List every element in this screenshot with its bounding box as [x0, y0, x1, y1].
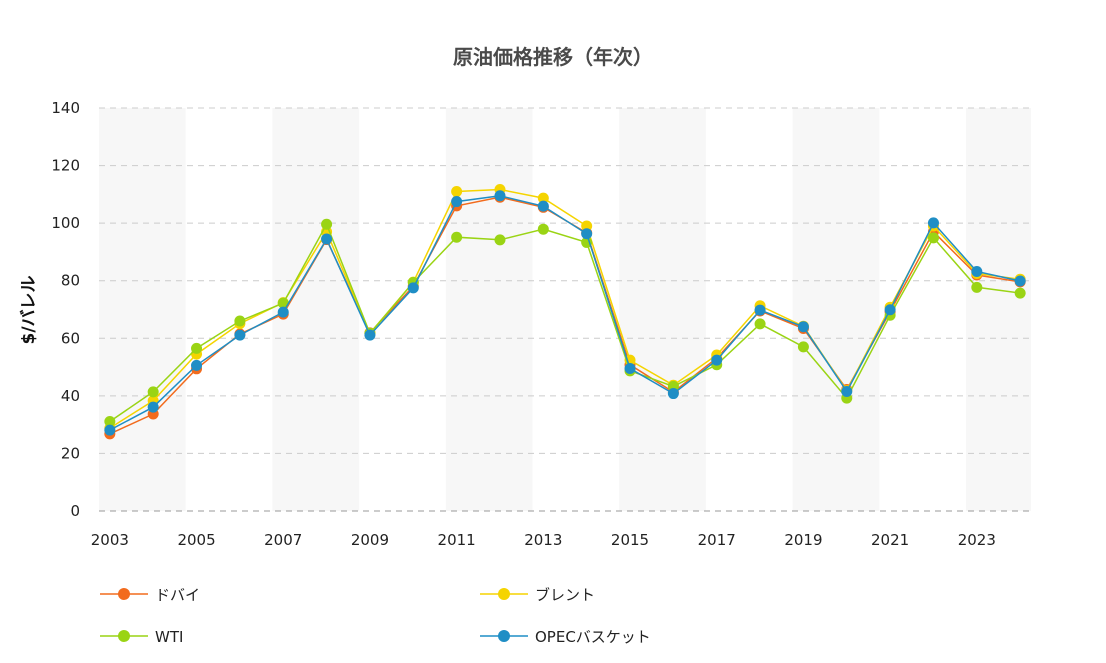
- x-tick-label: 2011: [438, 531, 476, 549]
- chart-title: 原油価格推移（年次）: [453, 45, 653, 69]
- data-point: [191, 359, 203, 371]
- background-band: [792, 108, 880, 511]
- y-axis-ticks: 0 20 40 60 80 100 120 140: [51, 99, 80, 520]
- series-line: [109, 196, 1021, 435]
- data-point: [754, 318, 766, 330]
- legend-marker: [498, 630, 510, 642]
- legend-marker: [498, 588, 510, 600]
- legend-label: ブレント: [535, 586, 595, 604]
- y-axis-label: $/バレル: [19, 275, 39, 344]
- data-point: [104, 424, 116, 436]
- y-tick-label: 0: [70, 502, 80, 520]
- data-point: [971, 266, 983, 278]
- x-tick-label: 2007: [264, 531, 302, 549]
- data-point: [711, 354, 723, 366]
- data-point: [277, 306, 289, 318]
- data-point: [277, 297, 289, 309]
- data-point: [667, 388, 679, 400]
- legend: ドバイ ブレント WTI OPECバスケット: [100, 586, 651, 646]
- data-point: [104, 415, 116, 427]
- y-tick-label: 80: [61, 272, 80, 290]
- background-bands: [99, 108, 1031, 511]
- data-point: [191, 342, 203, 354]
- data-point: [884, 304, 896, 316]
- legend-label: ドバイ: [155, 586, 200, 604]
- data-point: [537, 200, 549, 212]
- x-tick-label: 2019: [784, 531, 822, 549]
- series-line: [109, 188, 1021, 429]
- data-point: [537, 223, 549, 235]
- legend-marker: [118, 630, 130, 642]
- data-point: [451, 231, 463, 243]
- series-line: [109, 222, 1021, 423]
- x-tick-label: 2013: [524, 531, 562, 549]
- y-tick-label: 60: [61, 329, 80, 347]
- data-point: [927, 217, 939, 229]
- legend-item: ブレント: [480, 586, 595, 604]
- background-band: [445, 108, 533, 511]
- series-group: [104, 183, 1026, 440]
- data-point: [537, 192, 549, 204]
- x-tick-label: 2009: [351, 531, 389, 549]
- y-tick-label: 100: [51, 214, 80, 232]
- legend-item: WTI: [100, 628, 183, 646]
- data-point: [1014, 287, 1026, 299]
- x-tick-label: 2017: [698, 531, 736, 549]
- data-point: [581, 220, 593, 232]
- legend-marker: [118, 588, 130, 600]
- legend-label: WTI: [155, 628, 183, 646]
- background-band: [99, 108, 186, 511]
- x-tick-label: 2005: [177, 531, 215, 549]
- x-tick-label: 2021: [871, 531, 909, 549]
- data-point: [364, 329, 376, 341]
- data-point: [147, 386, 159, 398]
- data-point: [797, 321, 809, 333]
- background-band: [619, 108, 706, 511]
- grid-lines: [99, 107, 1031, 512]
- series-line: [109, 195, 1021, 431]
- background-band: [965, 108, 1031, 511]
- y-tick-label: 140: [51, 99, 80, 117]
- data-point: [581, 236, 593, 248]
- data-point: [797, 341, 809, 353]
- data-point: [754, 304, 766, 316]
- y-tick-label: 40: [61, 387, 80, 405]
- legend-item: OPECバスケット: [480, 628, 651, 646]
- data-point: [321, 233, 333, 245]
- x-axis-ticks: 2003 2005 2007 2009 2011 2013 2015 2017 2019 2021…: [91, 531, 996, 549]
- data-point: [407, 282, 419, 294]
- data-point: [147, 401, 159, 413]
- data-point: [927, 232, 939, 244]
- data-point: [1014, 275, 1026, 287]
- data-point: [234, 315, 246, 327]
- data-point: [841, 386, 853, 398]
- y-tick-label: 20: [61, 444, 80, 462]
- x-tick-label: 2023: [958, 531, 996, 549]
- series-4: [104, 190, 1026, 436]
- data-point: [451, 185, 463, 197]
- x-tick-label: 2015: [611, 531, 649, 549]
- data-point: [581, 228, 593, 240]
- data-point: [234, 329, 246, 341]
- x-tick-label: 2003: [91, 531, 129, 549]
- data-point: [624, 363, 636, 375]
- y-tick-label: 120: [51, 157, 80, 175]
- data-point: [971, 281, 983, 293]
- data-point: [494, 234, 506, 246]
- data-point: [451, 196, 463, 208]
- legend-label: OPECバスケット: [535, 628, 651, 646]
- data-point: [494, 190, 506, 202]
- legend-item: ドバイ: [100, 586, 200, 604]
- data-point: [321, 218, 333, 230]
